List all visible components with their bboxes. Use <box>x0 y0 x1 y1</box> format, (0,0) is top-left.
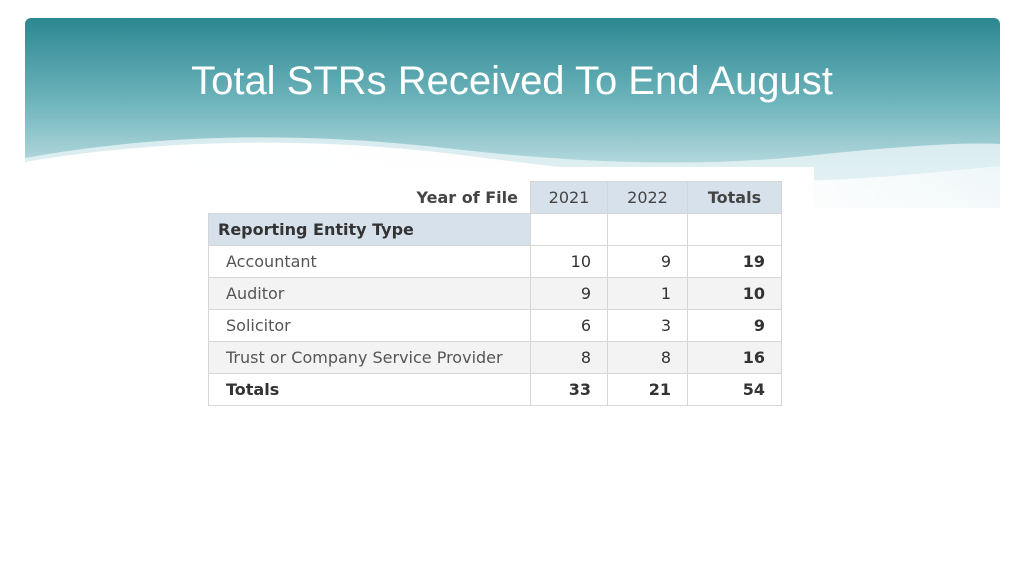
row-label: Auditor <box>208 277 531 310</box>
row-dimension-header-row: Reporting Entity Type <box>208 213 782 246</box>
row-label: Solicitor <box>208 309 531 342</box>
cell-totals: 9 <box>687 309 782 342</box>
row-label: Trust or Company Service Provider <box>208 341 531 374</box>
empty-cell <box>530 213 608 246</box>
cell-2021: 10 <box>530 245 608 278</box>
table-row: Auditor 9 1 10 <box>208 277 782 310</box>
cell-2022: 9 <box>607 245 688 278</box>
column-header-2022: 2022 <box>607 181 688 214</box>
pivot-table-panel: Year of File 2021 2022 Totals Reporting … <box>208 167 814 417</box>
cell-2021: 6 <box>530 309 608 342</box>
column-dimension-label: Year of File <box>416 187 519 207</box>
table-row: Accountant 10 9 19 <box>208 245 782 278</box>
cell-2022: 3 <box>607 309 688 342</box>
row-label: Accountant <box>208 245 531 278</box>
grand-total: 54 <box>687 373 782 406</box>
total-2021: 33 <box>530 373 608 406</box>
cell-totals: 16 <box>687 341 782 374</box>
table-row: Solicitor 6 3 9 <box>208 309 782 342</box>
empty-cell <box>687 213 782 246</box>
column-header-2021: 2021 <box>530 181 608 214</box>
cell-2022: 8 <box>607 341 688 374</box>
row-dimension-label: Reporting Entity Type <box>208 213 531 246</box>
totals-row: Totals 33 21 54 <box>208 373 782 406</box>
table-row: Trust or Company Service Provider 8 8 16 <box>208 341 782 374</box>
cell-totals: 19 <box>687 245 782 278</box>
total-2022: 21 <box>607 373 688 406</box>
cell-2021: 8 <box>530 341 608 374</box>
cell-2022: 1 <box>607 277 688 310</box>
column-header-totals: Totals <box>687 181 782 214</box>
empty-cell <box>607 213 688 246</box>
slide-title: Total STRs Received To End August <box>191 59 833 103</box>
cell-2021: 9 <box>530 277 608 310</box>
pivot-table: Year of File 2021 2022 Totals Reporting … <box>208 181 782 406</box>
column-header-row: Year of File 2021 2022 Totals <box>209 181 782 214</box>
cell-totals: 10 <box>687 277 782 310</box>
totals-label: Totals <box>208 373 531 406</box>
